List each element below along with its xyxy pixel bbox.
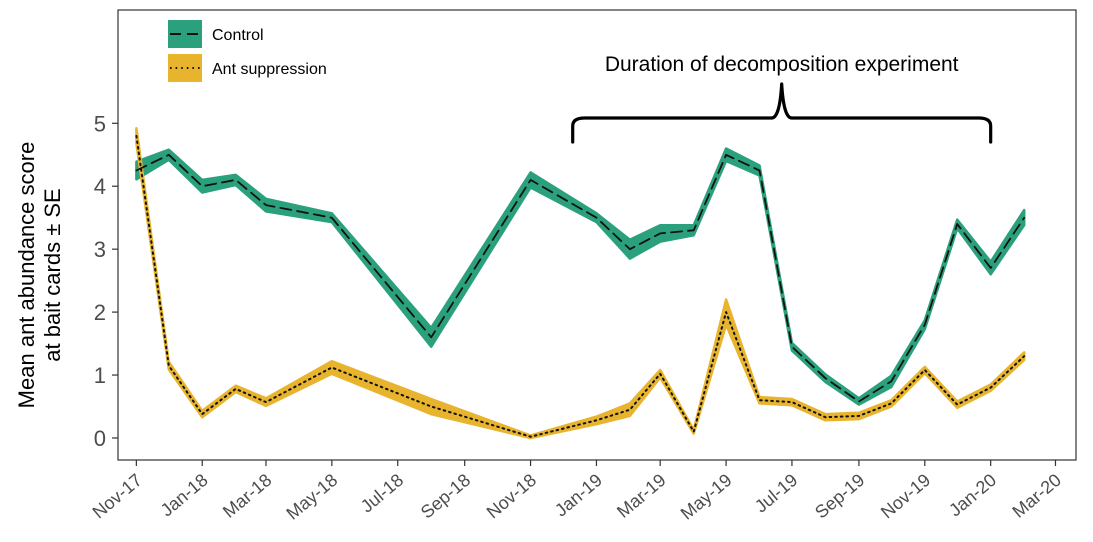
line-series-1 — [135, 134, 1026, 438]
x-tick-label: Jan-20 — [945, 470, 1000, 521]
y-tick-label: 5 — [94, 111, 106, 136]
y-tick-label: 0 — [94, 426, 106, 451]
legend-label: Ant suppression — [212, 61, 327, 78]
x-tick-label: Mar-18 — [219, 470, 276, 522]
series-lines — [135, 134, 1026, 438]
y-tick-label: 1 — [94, 363, 106, 388]
duration-bracket — [571, 82, 993, 144]
x-tick-label: Nov-17 — [89, 470, 146, 523]
se-bands — [135, 127, 1026, 440]
legend: Control Ant suppression — [168, 20, 327, 82]
x-tick-label: May-18 — [282, 470, 341, 524]
x-tick-label: Nov-19 — [877, 470, 934, 523]
se-band-series-0 — [135, 147, 1026, 406]
x-tick-label: May-19 — [677, 470, 736, 524]
x-axis: Nov-17 Jan-18 Mar-18 May-18 Jul-18 Sep-18 Nov-… — [89, 460, 1065, 524]
x-tick-label: Mar-19 — [613, 470, 670, 522]
y-axis: 0 1 2 3 4 5 — [94, 111, 118, 451]
x-tick-label: Jan-19 — [551, 470, 606, 521]
experiment-duration-annotation: Duration of decomposition experiment — [571, 53, 993, 144]
y-tick-label: 2 — [94, 300, 106, 325]
x-tick-label: Nov-18 — [483, 470, 540, 523]
x-tick-label: Sep-18 — [417, 470, 474, 523]
x-tick-label: Jan-18 — [157, 470, 212, 521]
y-axis-label-line2: at bait cards ± SE — [40, 188, 65, 362]
line-series-0 — [135, 153, 1026, 403]
annotation-text: Duration of decomposition experiment — [605, 53, 959, 76]
legend-key-swatch — [168, 54, 202, 82]
y-tick-label: 3 — [94, 237, 106, 262]
se-band-series-1 — [135, 127, 1026, 440]
legend-label: Control — [212, 27, 264, 44]
x-tick-label: Mar-20 — [1008, 470, 1065, 522]
x-tick-label: Sep-19 — [811, 470, 868, 523]
x-tick-label: Jul-19 — [751, 470, 801, 517]
x-tick-label: Jul-18 — [357, 470, 407, 517]
y-axis-label-line1: Mean ant abundance score — [14, 142, 39, 409]
y-tick-label: 4 — [94, 174, 106, 199]
